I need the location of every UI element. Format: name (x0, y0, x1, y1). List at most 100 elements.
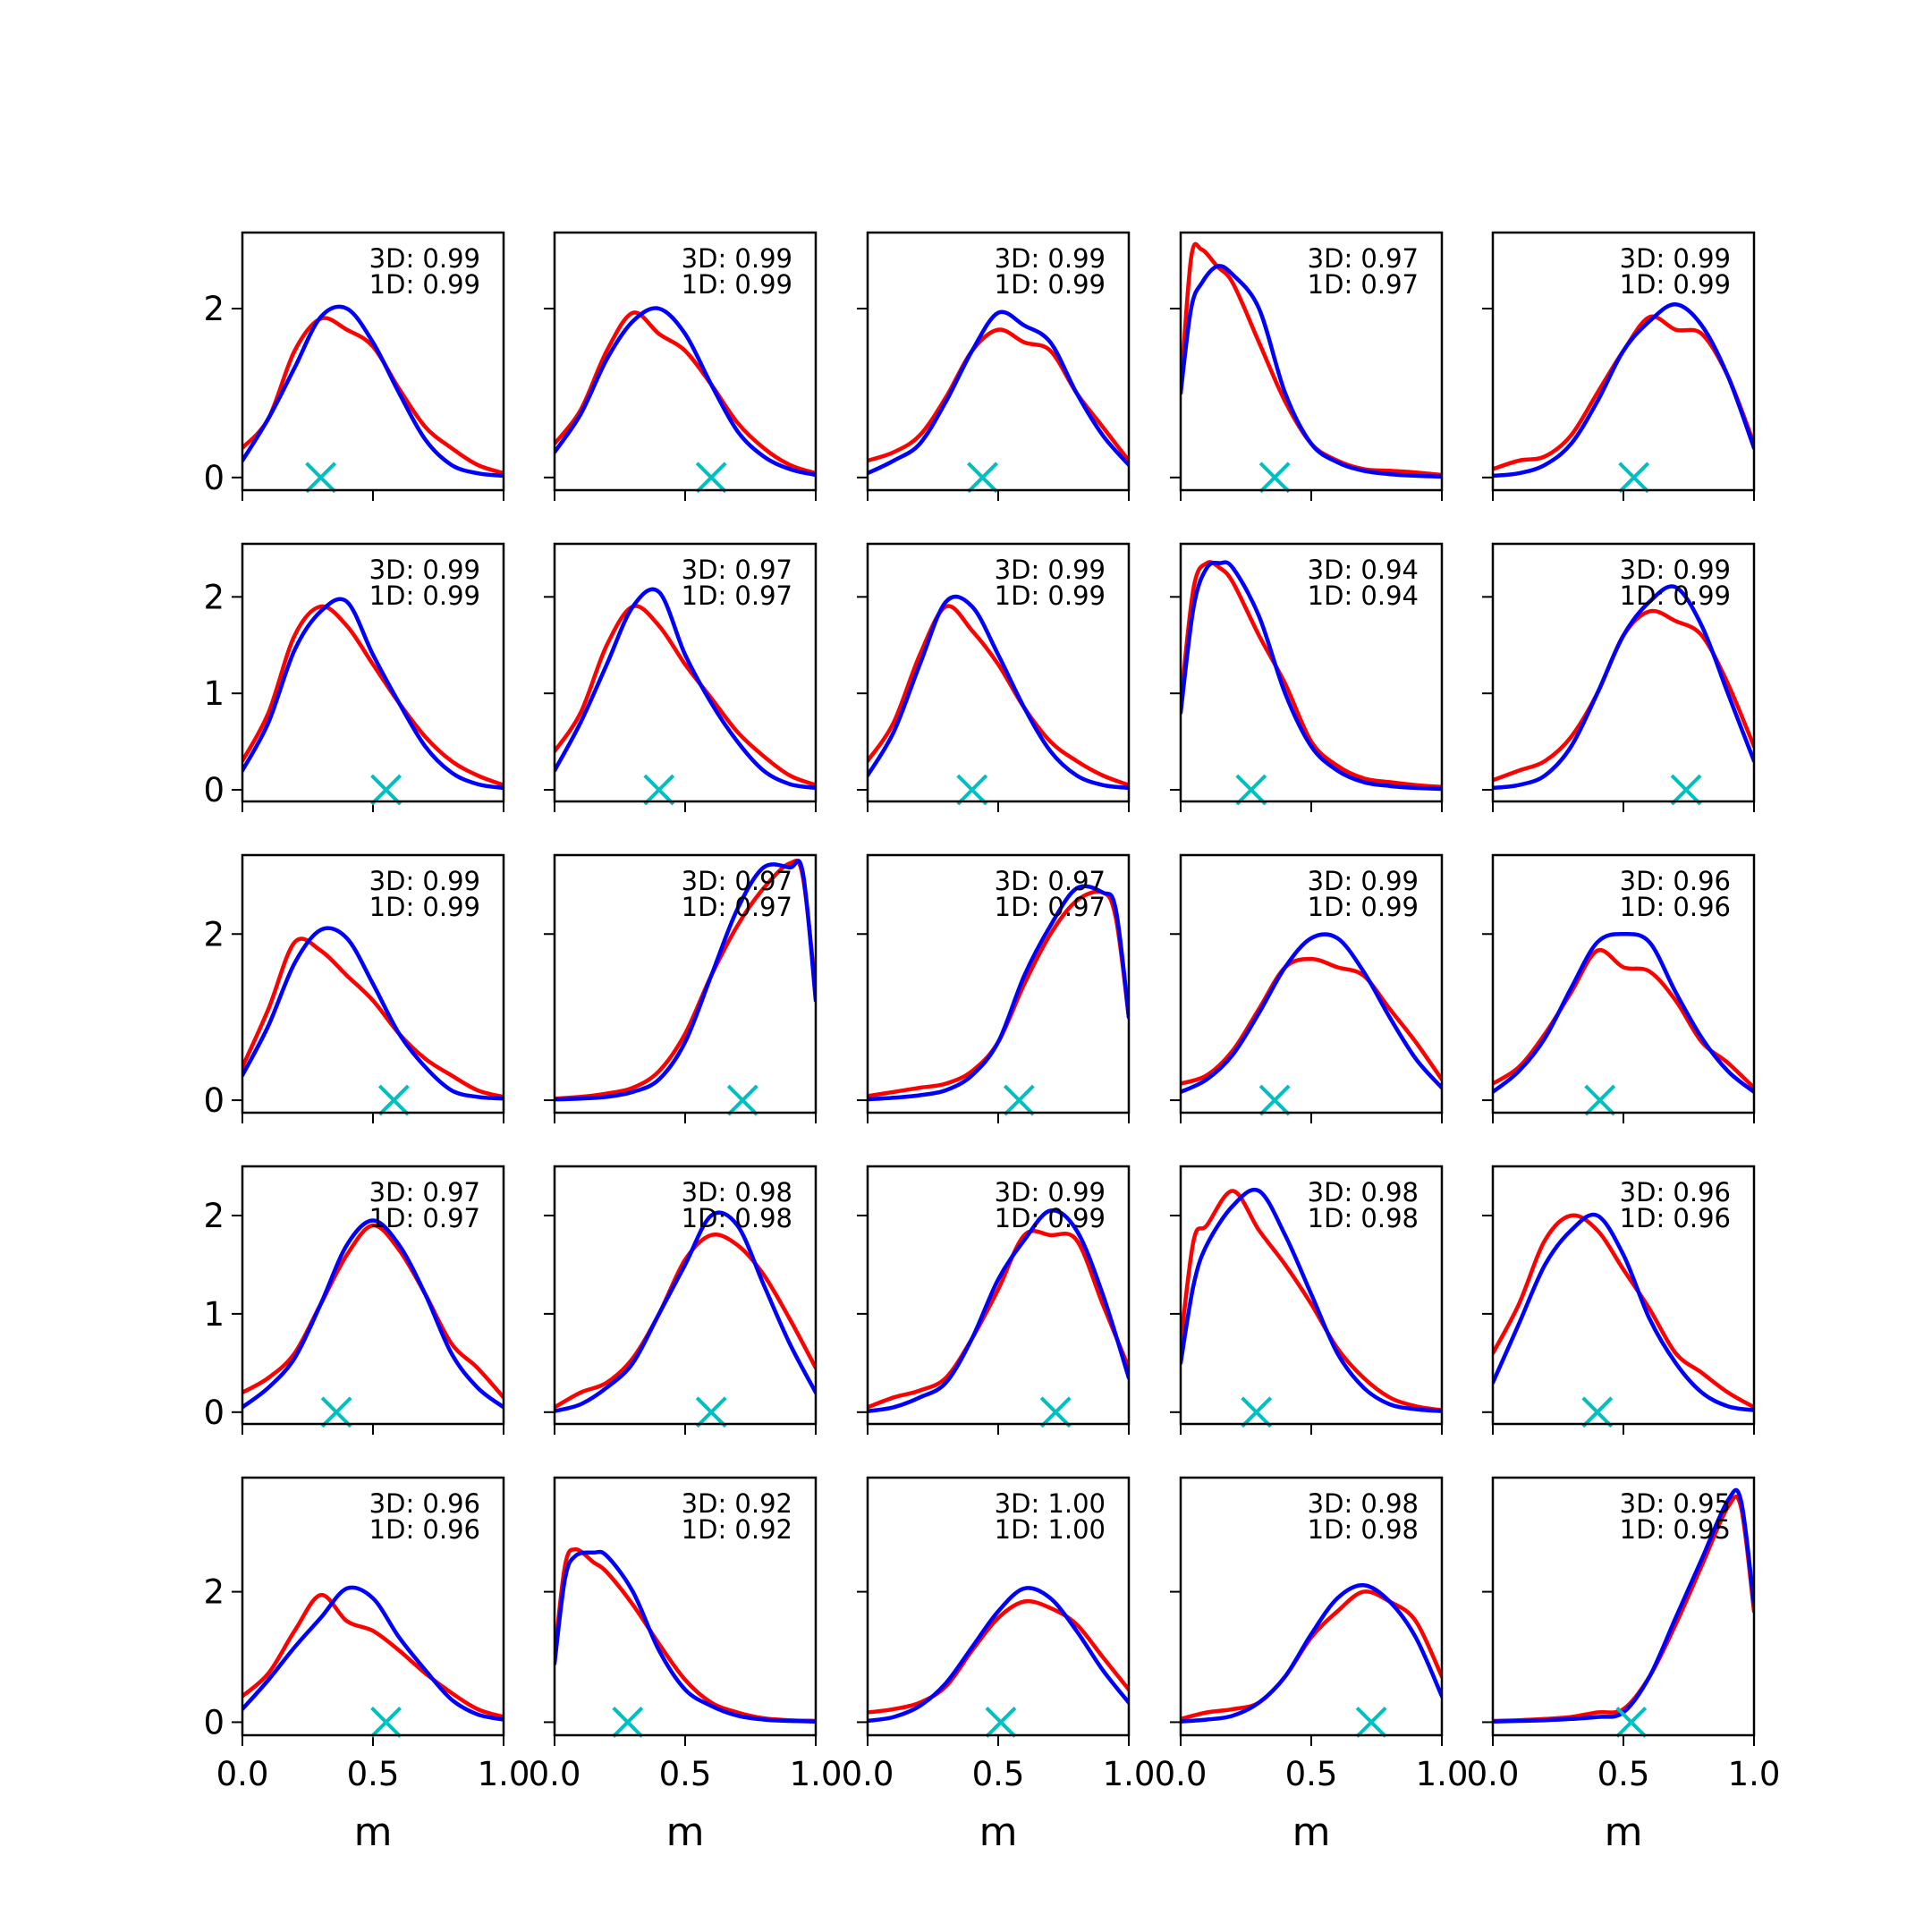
subplot-frame (1179, 542, 1444, 803)
score-annotation: 3D: 0.99 (369, 555, 480, 585)
score-annotation: 3D: 0.99 (1620, 555, 1731, 585)
score-annotation: 3D: 0.99 (369, 243, 480, 274)
score-annotation: 1D: 0.96 (1620, 1203, 1731, 1233)
series-red-line (242, 1223, 504, 1400)
x-tick-label: 0.0 (1155, 1755, 1208, 1793)
series-red-line (1181, 956, 1442, 1086)
score-annotation: 3D: 0.99 (995, 1177, 1106, 1208)
score-annotation: 3D: 1.00 (995, 1488, 1106, 1519)
reference-marker (643, 774, 675, 806)
subplot-frame (866, 1476, 1131, 1737)
series-blue-line (242, 1218, 504, 1410)
subplot-frame (241, 542, 505, 803)
reference-marker-stroke (1670, 774, 1702, 806)
reference-marker-stroke (370, 774, 402, 806)
x-tick-label: 0.0 (529, 1755, 581, 1793)
series-red-line (555, 310, 816, 476)
subplot-frame (1179, 231, 1444, 492)
reference-marker-stroke (320, 1396, 352, 1428)
score-annotation: 1D: 0.97 (369, 1203, 480, 1233)
subplot-plot-area (1493, 302, 1754, 479)
subplot-frame (553, 231, 818, 492)
reference-marker-stroke (643, 774, 675, 806)
reference-marker (370, 1707, 402, 1738)
subplot-plot-area (1181, 560, 1442, 792)
score-annotation: 1D: 0.97 (682, 580, 792, 611)
subplot-plot-area (868, 594, 1129, 791)
score-annotation: 3D: 0.96 (369, 1488, 480, 1519)
subplot-plot-area (868, 1208, 1129, 1413)
score-annotation: 3D: 0.98 (1308, 1488, 1419, 1519)
x-tick-label: 1.0 (478, 1755, 530, 1793)
x-tick-label: 0.0 (1467, 1755, 1520, 1793)
subplot-plot-area (1181, 1583, 1442, 1724)
score-annotation: 3D: 0.92 (682, 1488, 792, 1519)
subplot-plot-area (1493, 931, 1754, 1095)
series-red-line (242, 936, 504, 1099)
series-blue-line (242, 597, 504, 791)
subplot-frame (1179, 1476, 1444, 1737)
series-red-line (868, 604, 1129, 787)
series-blue-line (1493, 584, 1754, 791)
y-tick-label: 2 (203, 1197, 225, 1235)
score-annotation: 3D: 0.99 (682, 243, 792, 274)
score-annotation: 3D: 0.96 (1620, 866, 1731, 896)
subplot-plot-area (555, 306, 816, 478)
series-blue-line (868, 309, 1129, 476)
x-tick-label: 0.5 (972, 1755, 1025, 1793)
y-tick-label: 0 (203, 1081, 225, 1120)
reference-marker (967, 462, 998, 494)
series-blue-line (1181, 932, 1442, 1095)
x-tick-label: 1.0 (1416, 1755, 1469, 1793)
score-annotation: 1D: 0.96 (1620, 892, 1731, 922)
reference-marker-stroke (1618, 462, 1650, 494)
x-axis-label: m (1605, 1809, 1643, 1855)
y-tick-label: 1 (203, 1295, 225, 1334)
subplot-plot-area (242, 597, 504, 791)
reference-marker (1258, 462, 1291, 494)
subplot-plot-area (868, 1586, 1129, 1724)
series-red-line (242, 316, 504, 476)
reference-marker (377, 1084, 410, 1116)
score-annotation: 3D: 0.99 (995, 555, 1106, 585)
subplot-plot-area (1493, 1212, 1754, 1412)
score-annotation: 1D: 0.92 (682, 1514, 792, 1545)
subplot-plot-area (242, 1585, 504, 1722)
score-annotation: 3D: 0.97 (369, 1177, 480, 1208)
series-blue-line (242, 1585, 504, 1722)
score-annotation: 1D: 0.98 (1308, 1203, 1419, 1233)
subplot-frame (1491, 853, 1756, 1114)
subplot-plot-area (1181, 932, 1442, 1095)
subplot-frame (1491, 231, 1756, 492)
reference-marker-stroke (1241, 1396, 1273, 1428)
series-blue-line (555, 587, 816, 791)
x-tick-label: 1.0 (790, 1755, 843, 1793)
y-tick-label: 2 (203, 290, 225, 328)
score-annotation: 1D: 0.99 (1308, 892, 1419, 922)
subplot-frame (1491, 1476, 1756, 1737)
series-red-line (868, 1598, 1129, 1715)
y-tick-label: 0 (203, 1394, 225, 1432)
reference-marker-stroke (1584, 1084, 1616, 1116)
series-blue-line (242, 926, 504, 1101)
score-annotation: 3D: 0.98 (682, 1177, 792, 1208)
series-red-line (868, 889, 1129, 1098)
series-blue-line (242, 304, 504, 479)
score-annotation: 3D: 0.98 (1308, 1177, 1419, 1208)
subplot-frame (241, 853, 505, 1114)
